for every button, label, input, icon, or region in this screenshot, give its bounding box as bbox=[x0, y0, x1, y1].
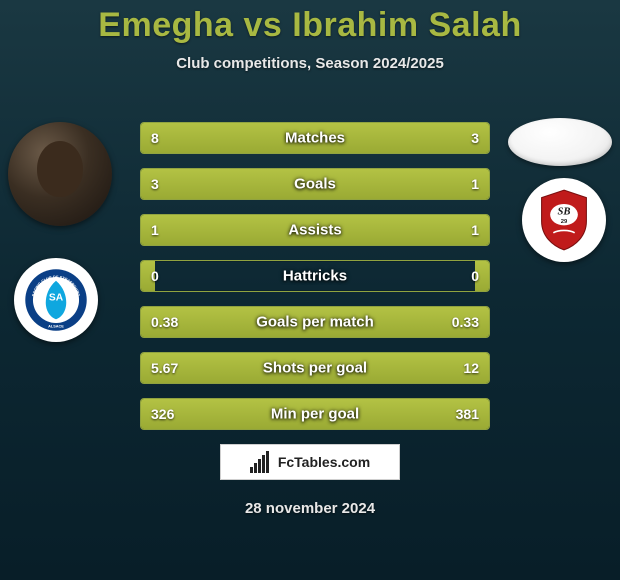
stat-value-right: 381 bbox=[456, 406, 479, 422]
stat-value-left: 0 bbox=[151, 268, 159, 284]
comparison-card: Emegha vs Ibrahim Salah Club competition… bbox=[0, 0, 620, 580]
stat-value-right: 1 bbox=[471, 176, 479, 192]
stat-bar-left bbox=[141, 123, 394, 153]
stat-value-right: 0 bbox=[471, 268, 479, 284]
bars-icon bbox=[250, 451, 272, 473]
club-right-badge: SB 29 bbox=[522, 178, 606, 262]
stat-value-left: 5.67 bbox=[151, 360, 178, 376]
club-left-badge: SA RACING CLUB DE STRASBOURG ALSACE bbox=[14, 258, 98, 342]
page-title: Emegha vs Ibrahim Salah bbox=[0, 0, 620, 45]
stat-value-right: 0.33 bbox=[452, 314, 479, 330]
stat-value-left: 0.38 bbox=[151, 314, 178, 330]
strasbourg-crest-icon: SA RACING CLUB DE STRASBOURG ALSACE bbox=[24, 268, 88, 332]
stat-value-right: 12 bbox=[463, 360, 479, 376]
stat-row: 83Matches bbox=[140, 122, 490, 154]
stat-bar-right bbox=[252, 353, 489, 383]
subtitle: Club competitions, Season 2024/2025 bbox=[0, 55, 620, 72]
stat-bar-right bbox=[315, 215, 489, 245]
stat-row: 31Goals bbox=[140, 168, 490, 200]
stat-row: 5.6712Shots per goal bbox=[140, 352, 490, 384]
svg-text:SA: SA bbox=[49, 293, 64, 304]
stat-value-left: 3 bbox=[151, 176, 159, 192]
stat-value-right: 3 bbox=[471, 130, 479, 146]
stat-row: 326381Min per goal bbox=[140, 398, 490, 430]
svg-text:ALSACE: ALSACE bbox=[48, 325, 64, 329]
stat-value-left: 8 bbox=[151, 130, 159, 146]
stat-row: 0 0Hattricks bbox=[140, 260, 490, 292]
stats-list: 83Matches31Goals11Assists00Hattricks0.38… bbox=[140, 122, 490, 444]
stat-value-left: 326 bbox=[151, 406, 174, 422]
player-right-avatar bbox=[508, 118, 612, 166]
stat-row: 0.380.33Goals per match bbox=[140, 306, 490, 338]
svg-text:29: 29 bbox=[561, 219, 568, 225]
stat-value-right: 1 bbox=[471, 222, 479, 238]
site-logo-label: FcTables.com bbox=[278, 454, 370, 470]
stat-bar-left bbox=[141, 215, 315, 245]
stat-bar-left bbox=[141, 169, 402, 199]
svg-text:SB: SB bbox=[557, 207, 570, 218]
stat-value-left: 1 bbox=[151, 222, 159, 238]
site-logo[interactable]: FcTables.com bbox=[220, 444, 400, 480]
date-label: 28 november 2024 bbox=[0, 500, 620, 517]
stat-row: 11Assists bbox=[140, 214, 490, 246]
player-left-avatar bbox=[8, 122, 112, 226]
stat-label: Hattricks bbox=[141, 268, 489, 285]
brest-crest-icon: SB 29 bbox=[536, 188, 592, 252]
